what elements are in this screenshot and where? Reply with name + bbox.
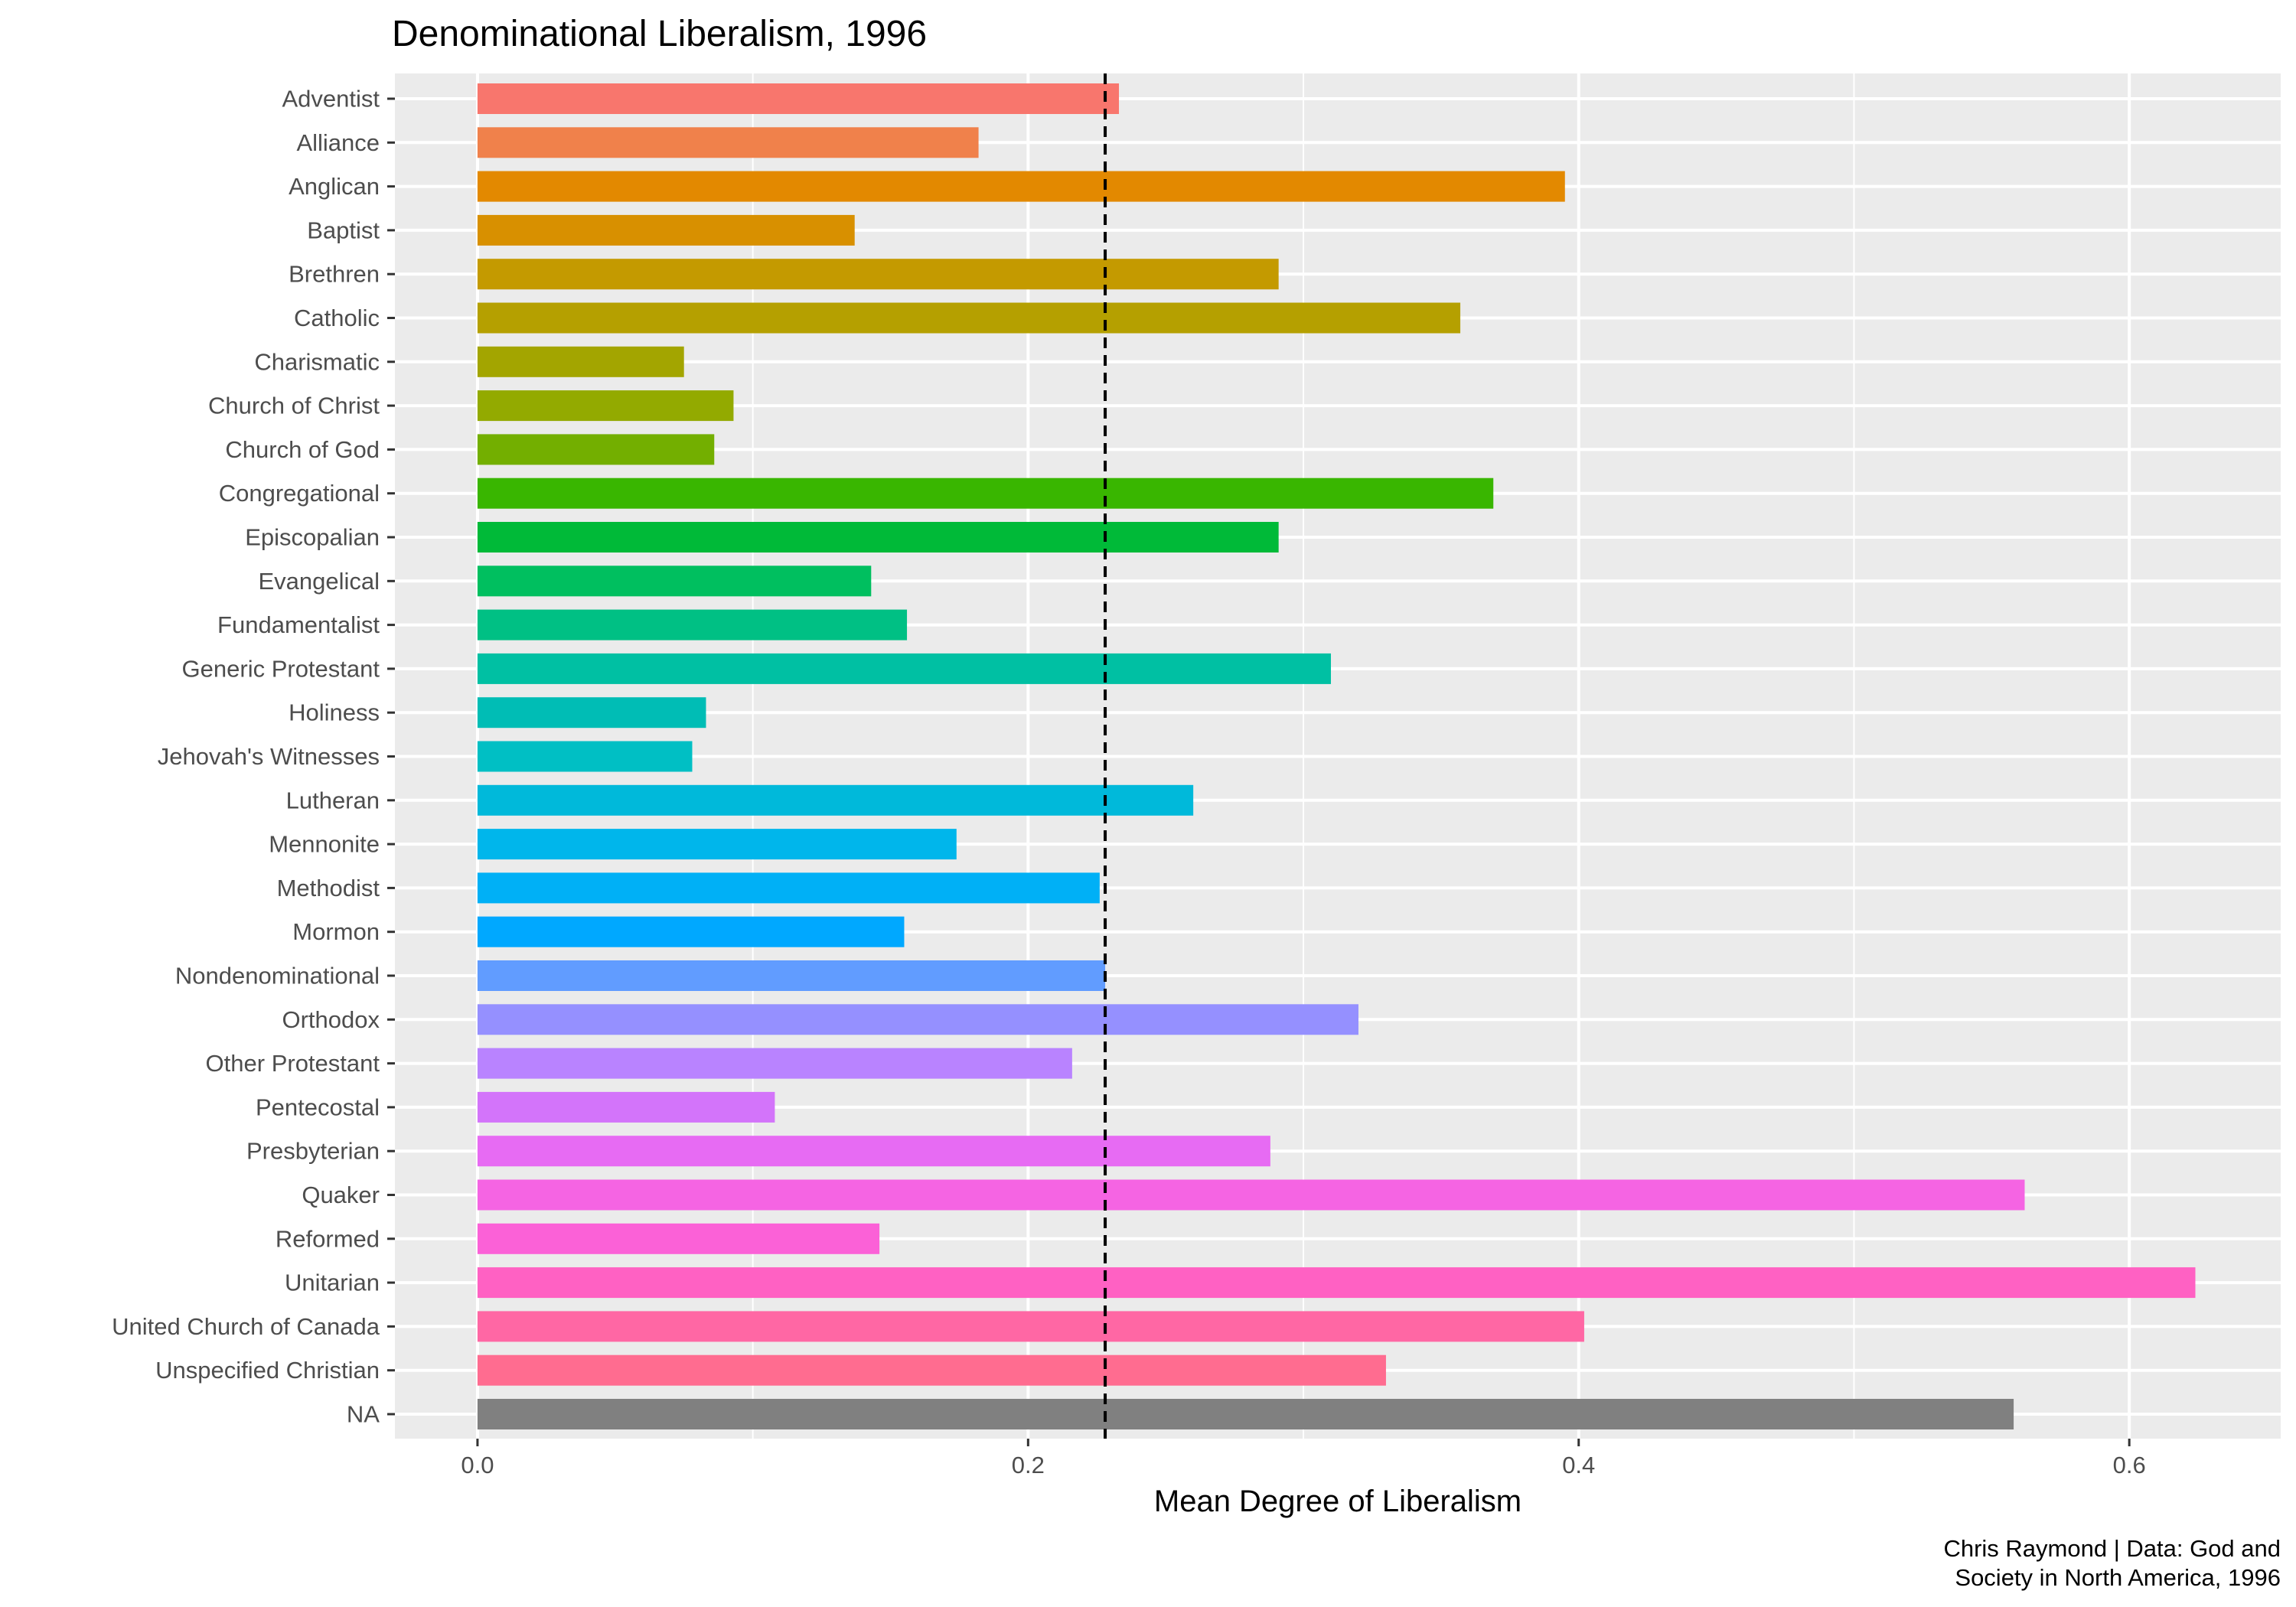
bar xyxy=(477,1091,775,1123)
caption-line-2: Society in North America, 1996 xyxy=(1955,1564,2281,1591)
category-label: Adventist xyxy=(282,86,380,112)
category-label: Jehovah's Witnesses xyxy=(158,743,380,770)
category-label: Episcopalian xyxy=(245,524,380,551)
category-label: Charismatic xyxy=(254,348,380,375)
bar xyxy=(477,741,693,772)
chart-title: Denominational Liberalism, 1996 xyxy=(392,14,927,54)
bar xyxy=(477,1399,2014,1429)
bar xyxy=(477,872,1100,904)
category-label: Methodist xyxy=(277,875,380,901)
x-tick-label: 0.2 xyxy=(1012,1452,1045,1478)
bar xyxy=(477,302,1461,334)
bar xyxy=(477,346,684,377)
category-label: Alliance xyxy=(296,129,380,156)
category-label: Baptist xyxy=(307,217,380,243)
bar xyxy=(477,1004,1358,1035)
bar xyxy=(477,1179,2025,1211)
bar xyxy=(477,259,1279,290)
category-label: Congregational xyxy=(219,480,380,507)
bar xyxy=(477,1354,1386,1386)
category-label: Presbyterian xyxy=(246,1138,380,1165)
caption-line-1: Chris Raymond | Data: God and xyxy=(1943,1535,2281,1562)
category-label: Mormon xyxy=(292,918,380,945)
category-label: Pentecostal xyxy=(256,1094,380,1120)
bar xyxy=(477,1048,1072,1079)
category-label: Lutheran xyxy=(286,787,380,813)
y-axis: Adventist Alliance Anglican Baptist Brethren… xyxy=(112,86,395,1428)
bar xyxy=(477,916,905,947)
category-label: Nondenominational xyxy=(175,963,380,989)
bar xyxy=(477,478,1494,509)
category-label: Orthodox xyxy=(282,1006,380,1033)
bar xyxy=(477,829,957,860)
category-label: Mennonite xyxy=(269,831,380,858)
bar xyxy=(477,1136,1270,1167)
category-label: United Church of Canada xyxy=(112,1313,380,1340)
category-label: Fundamentalist xyxy=(217,611,380,638)
bar xyxy=(477,434,715,465)
category-label: Reformed xyxy=(276,1225,380,1252)
category-label: Evangelical xyxy=(258,568,380,595)
category-label: Quaker xyxy=(302,1182,380,1208)
bar xyxy=(477,653,1332,684)
bar xyxy=(477,390,734,422)
category-label: Unitarian xyxy=(285,1270,380,1296)
category-label: Holiness xyxy=(289,699,380,726)
bar xyxy=(477,171,1565,202)
category-label: Catholic xyxy=(294,305,380,331)
x-axis-title: Mean Degree of Liberalism xyxy=(1154,1485,1521,1518)
x-tick-label: 0.0 xyxy=(461,1452,494,1478)
category-label: Church of Christ xyxy=(208,393,380,419)
bar xyxy=(477,609,908,641)
category-label: Anglican xyxy=(289,173,380,200)
bar xyxy=(477,1223,880,1254)
category-label: Unspecified Christian xyxy=(155,1357,380,1384)
bar xyxy=(477,960,1106,991)
bar xyxy=(477,522,1279,553)
bar xyxy=(477,1267,2196,1299)
x-tick-label: 0.4 xyxy=(1562,1452,1595,1478)
category-label: Other Protestant xyxy=(206,1050,380,1077)
category-label: NA xyxy=(347,1401,380,1428)
category-label: Brethren xyxy=(289,261,380,288)
bar xyxy=(477,697,706,729)
x-axis: 0.0 0.2 0.4 0.6 xyxy=(461,1439,2146,1478)
bar xyxy=(477,566,872,597)
bar xyxy=(477,1311,1584,1342)
bar xyxy=(477,127,979,158)
bar xyxy=(477,784,1194,816)
bars xyxy=(477,83,2196,1429)
category-label: Generic Protestant xyxy=(182,655,380,682)
bar xyxy=(477,83,1120,114)
bar xyxy=(477,214,855,246)
category-label: Church of God xyxy=(225,436,380,463)
x-tick-label: 0.6 xyxy=(2113,1452,2146,1478)
